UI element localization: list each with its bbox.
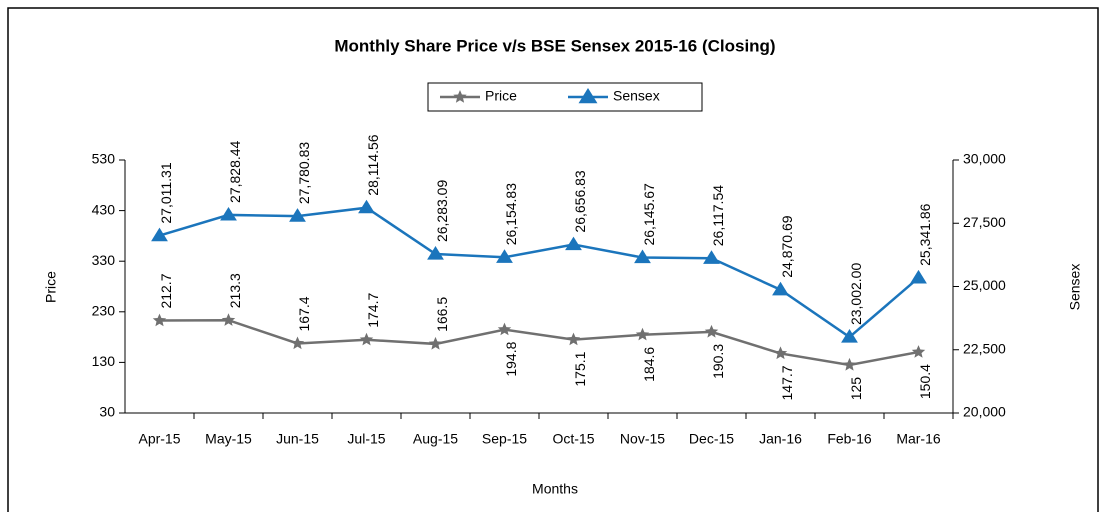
- data-point: [290, 336, 305, 350]
- x-tick-label: May-15: [205, 431, 252, 447]
- data-point: [635, 327, 650, 341]
- x-tick-label: Feb-16: [827, 431, 872, 447]
- x-tick-label: Mar-16: [896, 431, 941, 447]
- legend-box: [427, 82, 703, 112]
- data-point: [841, 329, 858, 343]
- y2-tick-label: 27,500: [963, 214, 1006, 230]
- legend-marker: [578, 88, 598, 104]
- data-label: 194.8: [503, 341, 519, 376]
- y2-tick-label: 20,000: [963, 404, 1006, 420]
- data-point: [910, 269, 927, 284]
- x-tick-label: Oct-15: [552, 431, 594, 447]
- data-point: [427, 246, 444, 260]
- data-point: [428, 336, 443, 350]
- data-label: 26,145.67: [641, 183, 657, 245]
- x-tick-label: Jun-15: [276, 431, 319, 447]
- data-label: 167.4: [296, 296, 312, 331]
- y-tick-label: 230: [92, 303, 116, 319]
- data-label: 184.6: [641, 347, 657, 382]
- data-label: 150.4: [917, 364, 933, 399]
- x-tick-label: Jul-15: [347, 431, 385, 447]
- data-label: 27,011.31: [158, 162, 174, 223]
- x-tick-label: Jan-16: [759, 431, 802, 447]
- y-tick-label: 30: [99, 404, 115, 420]
- data-label: 26,656.83: [572, 170, 588, 232]
- data-point: [220, 206, 237, 221]
- data-label: 27,828.44: [227, 140, 243, 202]
- legend-label: Sensex: [613, 88, 660, 104]
- data-point: [221, 313, 236, 326]
- data-point: [566, 332, 581, 346]
- data-label: 28,114.56: [365, 134, 381, 195]
- data-label: 27,780.83: [296, 142, 312, 204]
- x-tick-label: Aug-15: [413, 431, 458, 447]
- x-tick-label: Apr-15: [138, 431, 180, 447]
- x-axis-label: Months: [532, 481, 578, 497]
- chart-title: Monthly Share Price v/s BSE Sensex 2015-…: [334, 36, 775, 55]
- y-tick-label: 530: [92, 151, 116, 167]
- data-label: 26,154.83: [503, 183, 519, 245]
- data-point: [842, 357, 857, 371]
- data-point: [703, 250, 720, 264]
- legend-label: Price: [485, 88, 517, 104]
- data-label: 125: [848, 377, 864, 401]
- data-point: [772, 281, 789, 296]
- data-label: 25,341.86: [917, 203, 933, 265]
- chart-frame: [7, 7, 1099, 512]
- data-point: [497, 322, 512, 336]
- data-label: 147.7: [779, 365, 795, 400]
- y-tick-label: 430: [92, 201, 116, 217]
- data-point: [151, 227, 168, 242]
- legend-marker: [453, 90, 467, 103]
- data-point: [773, 346, 788, 360]
- data-point: [704, 324, 719, 338]
- y-axis-label: Price: [43, 271, 59, 303]
- y2-tick-label: 25,000: [963, 277, 1006, 293]
- data-point: [289, 208, 306, 222]
- y-tick-label: 130: [92, 353, 116, 369]
- data-label: 26,117.54: [710, 185, 726, 246]
- data-point: [152, 313, 167, 327]
- x-tick-label: Sep-15: [482, 431, 527, 447]
- data-label: 24,870.69: [779, 215, 795, 277]
- data-label: 213.3: [227, 273, 243, 308]
- y-tick-label: 330: [92, 252, 116, 268]
- data-point: [911, 345, 926, 358]
- x-tick-label: Dec-15: [689, 431, 734, 447]
- data-label: 190.3: [710, 344, 726, 379]
- data-label: 212.7: [158, 273, 174, 308]
- y2-axis-label: Sensex: [1067, 264, 1083, 311]
- series-line: [159, 318, 919, 367]
- data-point: [359, 332, 374, 346]
- data-label: 175.1: [572, 351, 588, 386]
- data-label: 166.5: [434, 297, 450, 332]
- x-tick-label: Nov-15: [620, 431, 665, 447]
- data-label: 174.7: [365, 293, 381, 328]
- data-point: [496, 249, 513, 263]
- y2-tick-label: 22,500: [963, 340, 1006, 356]
- data-point: [634, 249, 651, 264]
- data-label: 23,002.00: [848, 263, 864, 325]
- y2-tick-label: 30,000: [963, 151, 1006, 167]
- data-point: [565, 236, 582, 251]
- data-point: [358, 199, 375, 214]
- data-label: 26,283.09: [434, 180, 450, 242]
- series-line: [159, 206, 920, 339]
